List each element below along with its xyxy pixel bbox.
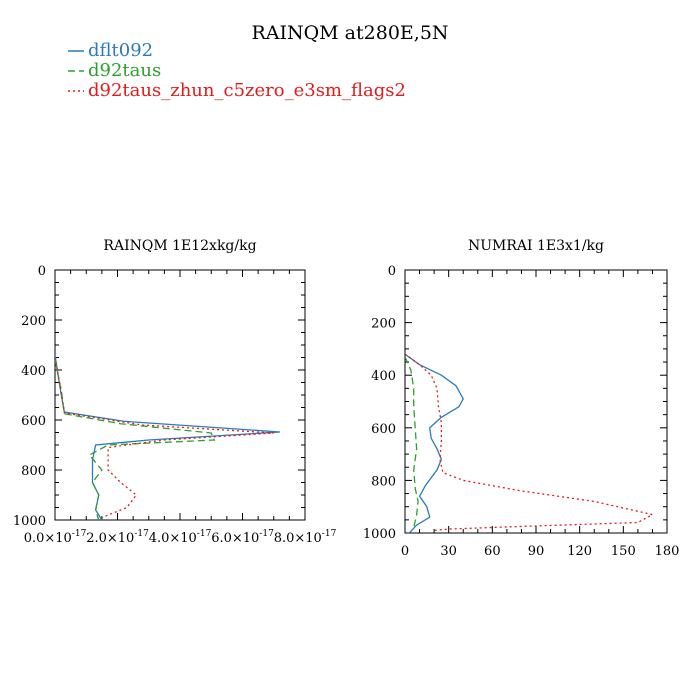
legend: dflt092d92tausd92taus_zhun_c5zero_e3sm_f… <box>68 40 406 101</box>
x-tick-label: 60 <box>484 544 501 559</box>
series-line-d92taus_zhun_c5zero_e3sm_flags2 <box>405 353 655 532</box>
y-tick-label: 1000 <box>363 527 396 542</box>
x-tick-label: 0.0×10-17 <box>24 529 87 546</box>
series-line-d92taus <box>405 356 419 528</box>
panel-title: NUMRAI 1E3x1/kg <box>468 238 604 254</box>
series-line-dflt092 <box>55 354 281 520</box>
y-tick-label: 1000 <box>13 514 46 529</box>
panel-title: RAINQM 1E12xkg/kg <box>103 238 256 254</box>
rainqm-panel: RAINQM 1E12xkg/kg 0 200 400 600 800 10000.0×10… <box>13 238 337 546</box>
legend-label-d92taus: d92taus <box>88 60 161 81</box>
y-tick-label: 600 <box>21 414 46 429</box>
y-tick-label: 200 <box>21 314 46 329</box>
legend-label-dflt092: dflt092 <box>88 40 153 61</box>
x-tick-label: 120 <box>567 544 592 559</box>
x-tick-label: 90 <box>528 544 545 559</box>
x-tick-label: 0 <box>401 544 409 559</box>
x-tick-label: 4.0×10-17 <box>149 529 212 546</box>
series-line-dflt092 <box>405 353 464 533</box>
numrai-panel: NUMRAI 1E3x1/kg 0 200 400 600 800 1000 0 30 60 90 1… <box>363 238 680 559</box>
x-tick-label: 6.0×10-17 <box>211 529 274 546</box>
y-tick-label: 400 <box>21 364 46 379</box>
y-tick-label: 0 <box>388 264 396 279</box>
y-tick-label: 800 <box>21 464 46 479</box>
x-tick-label: 8.0×10-17 <box>274 529 337 546</box>
y-tick-label: 200 <box>371 317 396 332</box>
series-line-d92taus <box>55 359 216 520</box>
series-line-d92taus_zhun_c5zero_e3sm_flags2 <box>55 357 274 519</box>
y-tick-label: 0 <box>38 264 46 279</box>
x-tick-label: 150 <box>611 544 636 559</box>
y-tick-label: 800 <box>371 474 396 489</box>
x-tick-label: 2.0×10-17 <box>86 529 149 546</box>
x-tick-label: 180 <box>655 544 680 559</box>
y-tick-label: 400 <box>371 369 396 384</box>
plot-frame <box>404 269 668 534</box>
legend-label-d92taus_zhun_c5zero_e3sm_flags2: d92taus_zhun_c5zero_e3sm_flags2 <box>88 80 406 101</box>
x-tick-label: 30 <box>440 544 457 559</box>
figure-title: RAINQM at280E,5N <box>251 22 448 44</box>
y-tick-label: 600 <box>371 422 396 437</box>
